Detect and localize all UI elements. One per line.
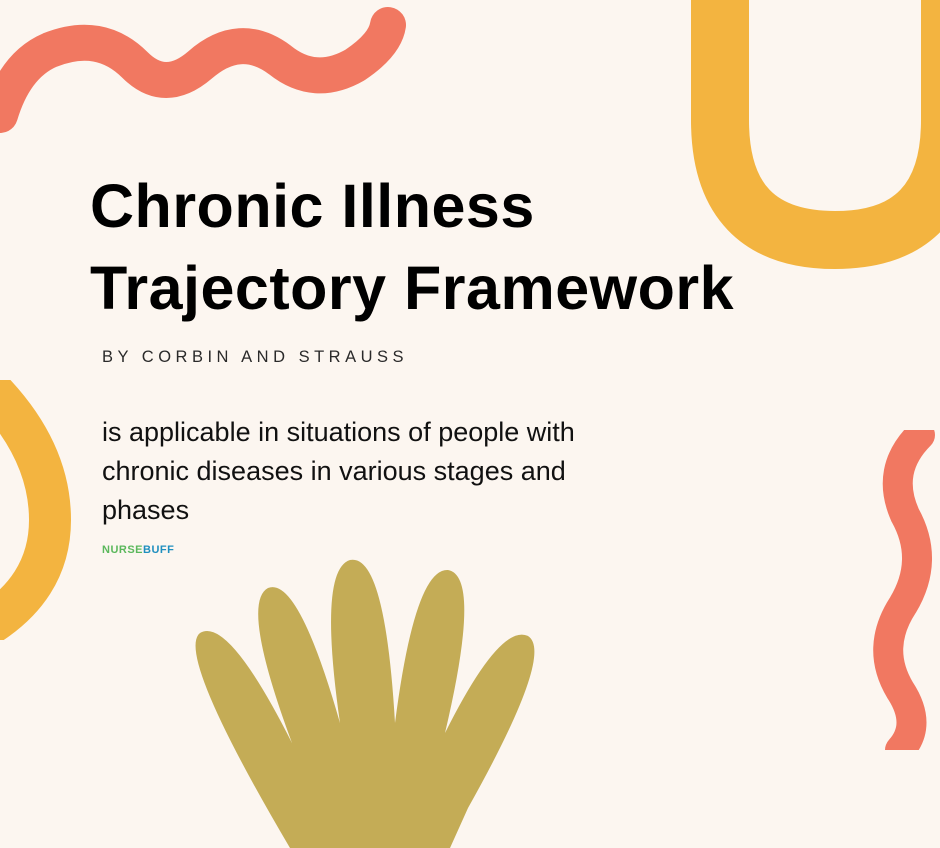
- squiggle-top-left: [0, 0, 410, 140]
- body-text: is applicable in situations of people wi…: [102, 413, 642, 530]
- arc-left: [0, 380, 100, 640]
- title-line-1: Chronic Illness: [90, 172, 535, 240]
- hand-shape-bottom: [190, 548, 570, 848]
- logo: NURSEBUFF: [102, 544, 810, 556]
- subtitle: BY CORBIN AND STRAUSS: [102, 348, 810, 367]
- title-line-2: Trajectory Framework: [90, 254, 734, 322]
- title: Chronic Illness Trajectory Framework: [90, 165, 810, 330]
- logo-part-1: NURSE: [102, 544, 143, 556]
- logo-part-2: BUFF: [143, 544, 174, 556]
- content-block: Chronic Illness Trajectory Framework BY …: [90, 165, 810, 556]
- squiggle-right: [825, 430, 940, 750]
